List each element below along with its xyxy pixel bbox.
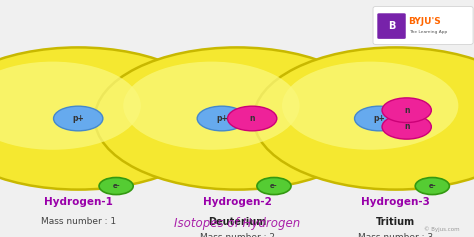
Text: e-: e- — [270, 183, 278, 189]
Circle shape — [382, 98, 431, 123]
Text: e-: e- — [112, 183, 120, 189]
Circle shape — [95, 47, 379, 190]
Text: Hydrogen-2: Hydrogen-2 — [202, 197, 272, 207]
Circle shape — [0, 62, 141, 150]
Circle shape — [197, 106, 246, 131]
Circle shape — [123, 62, 300, 150]
Text: © Byjus.com: © Byjus.com — [424, 227, 460, 232]
Text: Isotopes of Hydrogen: Isotopes of Hydrogen — [174, 218, 300, 230]
Circle shape — [99, 178, 133, 195]
Text: The Learning App: The Learning App — [409, 30, 447, 34]
Text: Mass number : 2: Mass number : 2 — [200, 233, 274, 237]
Text: e-: e- — [428, 183, 436, 189]
FancyBboxPatch shape — [373, 6, 473, 45]
Circle shape — [355, 106, 404, 131]
Text: Tritium: Tritium — [376, 217, 415, 227]
Circle shape — [0, 47, 220, 190]
Text: BYJU'S: BYJU'S — [409, 17, 441, 26]
Circle shape — [382, 114, 431, 139]
Text: Hydrogen-1: Hydrogen-1 — [44, 197, 113, 207]
Text: n: n — [404, 106, 410, 115]
Text: p+: p+ — [374, 114, 385, 123]
Text: Deuterium: Deuterium — [208, 217, 266, 227]
Circle shape — [228, 106, 277, 131]
FancyBboxPatch shape — [377, 13, 406, 39]
Circle shape — [282, 62, 458, 150]
Text: n: n — [404, 122, 410, 131]
Text: B: B — [388, 21, 395, 31]
Circle shape — [415, 178, 449, 195]
Circle shape — [54, 106, 103, 131]
Text: Mass number : 3: Mass number : 3 — [358, 233, 433, 237]
Text: p+: p+ — [216, 114, 228, 123]
Text: n: n — [249, 114, 255, 123]
Circle shape — [257, 178, 291, 195]
Text: Mass number : 1: Mass number : 1 — [41, 217, 116, 226]
Text: p+: p+ — [73, 114, 84, 123]
Text: Hydrogen-3: Hydrogen-3 — [361, 197, 430, 207]
Circle shape — [254, 47, 474, 190]
